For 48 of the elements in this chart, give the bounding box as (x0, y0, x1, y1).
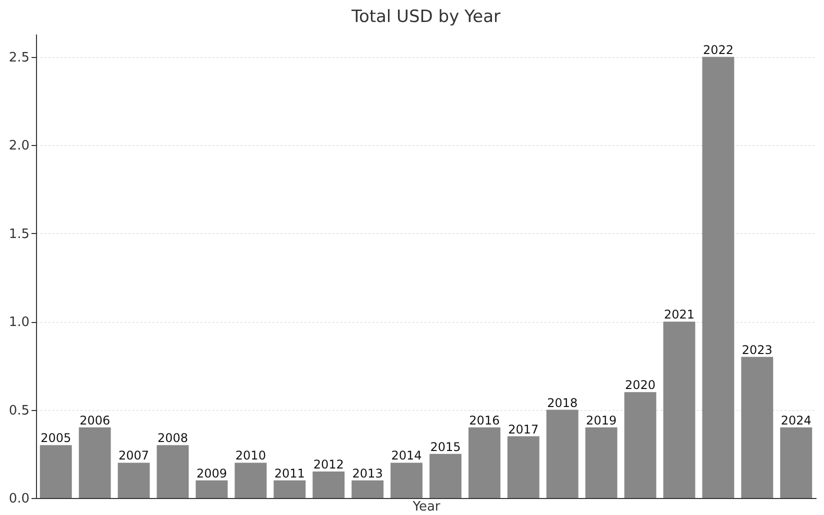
bar (702, 56, 734, 498)
x-tick-label: 2023 (742, 342, 772, 357)
x-tick-label: 2019 (586, 413, 617, 428)
x-tick-label: 2011 (274, 466, 305, 480)
chart-title: Total USD by Year (350, 7, 501, 27)
x-tick-label: 2009 (196, 466, 227, 480)
x-tick-label: 2008 (157, 431, 188, 446)
y-tick-label: 1.5 (8, 226, 30, 242)
x-tick-label: 2024 (780, 413, 812, 428)
x-tick-label: 2010 (235, 448, 266, 463)
x-tick-label: 2021 (664, 308, 695, 322)
x-tick-label: 2022 (702, 42, 734, 57)
bar (468, 427, 500, 498)
x-tick-label: 2006 (80, 413, 110, 428)
x-tick-label: 2016 (469, 413, 500, 428)
bar (196, 480, 228, 498)
bar (430, 454, 462, 498)
x-tick-label: 2015 (430, 440, 461, 454)
y-tick-label: 2.5 (8, 50, 30, 66)
x-tick-label: 2005 (40, 431, 72, 446)
x-axis-title: Year (412, 500, 441, 514)
bar (546, 410, 578, 498)
bar (780, 427, 812, 498)
x-tick-label: 2017 (508, 422, 539, 436)
y-tick-label: 0.0 (8, 492, 30, 506)
bar (118, 462, 150, 498)
bar (312, 472, 345, 498)
bar (507, 436, 540, 498)
bar (663, 322, 696, 498)
x-tick-label: 2013 (352, 466, 383, 480)
bar (624, 392, 656, 498)
x-tick-label: 2012 (313, 458, 344, 472)
x-tick-label: 2007 (118, 448, 150, 463)
bar (78, 427, 111, 498)
y-tick-label: 0.5 (8, 403, 30, 418)
bar (40, 445, 72, 498)
y-tick-label: 1.0 (8, 315, 30, 330)
bar (234, 462, 267, 498)
bar (585, 427, 618, 498)
bar (274, 480, 306, 498)
y-tick-label: 2.0 (8, 138, 30, 154)
x-tick-label: 2018 (547, 396, 578, 410)
bar (741, 356, 774, 498)
bar (352, 480, 384, 498)
x-tick-label: 2020 (625, 378, 656, 392)
bar (390, 462, 422, 498)
x-tick-label: 2014 (391, 448, 422, 463)
bar (156, 445, 189, 498)
